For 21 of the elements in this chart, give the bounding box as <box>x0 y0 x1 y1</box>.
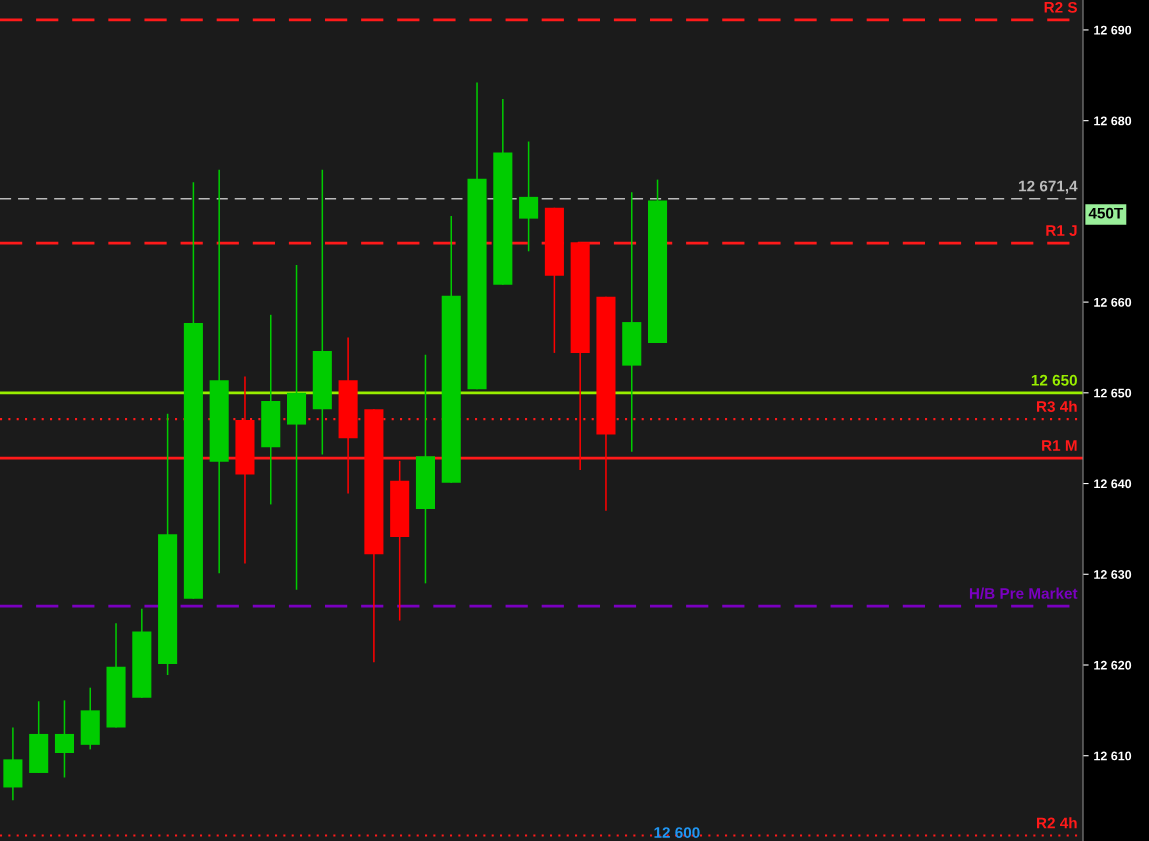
y-tick-label: 12 630 <box>1094 570 1132 579</box>
y-tick-label: 12 640 <box>1094 479 1132 489</box>
ref-line-label: H/B Pre Market <box>969 587 1078 599</box>
ref-line-label: 12 650 <box>1031 374 1077 386</box>
ref-line-label: R3 4h <box>1037 400 1077 412</box>
candlestick <box>54 699 74 779</box>
annotation: 12 600 <box>654 827 700 838</box>
ref-line-label: R2 4h <box>1037 817 1077 829</box>
candlestick <box>519 140 539 253</box>
ref-line-label: R2 S <box>1044 1 1077 13</box>
ref-line-label: 12 671,4 <box>1019 180 1078 194</box>
candlestick <box>286 264 307 591</box>
ref-line-label: R1 M <box>1042 440 1077 451</box>
y-tick-label: 12 660 <box>1094 297 1132 307</box>
y-tick-label: 12 690 <box>1094 25 1132 35</box>
ref-line-label: R1 J <box>1046 225 1077 236</box>
y-tick-label: 12 680 <box>1094 116 1132 126</box>
y-tick-label: 12 610 <box>1094 751 1132 761</box>
y-tick-label: 12 650 <box>1094 388 1132 398</box>
text: 450T <box>1088 207 1124 219</box>
y-tick-label: 12 620 <box>1094 660 1132 670</box>
